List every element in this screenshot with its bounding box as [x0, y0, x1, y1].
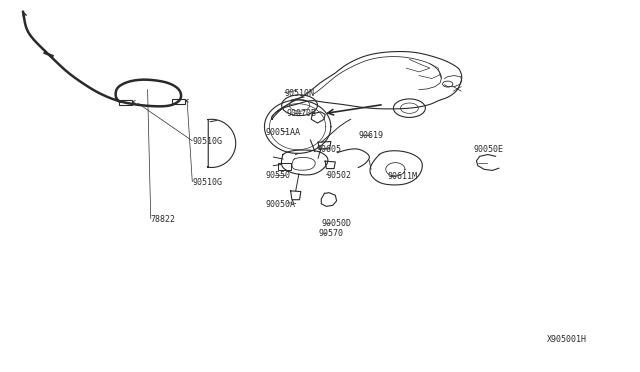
Text: 90550: 90550: [266, 171, 291, 180]
Text: 90502: 90502: [326, 171, 351, 180]
Text: 90510G: 90510G: [192, 178, 222, 187]
Text: 90070B: 90070B: [287, 109, 317, 118]
Text: X905001H: X905001H: [547, 335, 587, 344]
FancyBboxPatch shape: [119, 100, 132, 105]
Text: 90050E: 90050E: [473, 145, 503, 154]
Text: 90570: 90570: [318, 229, 343, 238]
Text: 90050A: 90050A: [266, 200, 296, 209]
Text: 90051AA: 90051AA: [266, 128, 301, 137]
Text: 90510G: 90510G: [192, 137, 222, 146]
Text: 90605: 90605: [317, 145, 342, 154]
Text: 90611M: 90611M: [387, 172, 417, 181]
FancyBboxPatch shape: [278, 163, 291, 170]
Text: 90510N: 90510N: [285, 89, 315, 98]
Text: 90619: 90619: [358, 131, 383, 141]
Text: 90050D: 90050D: [321, 219, 351, 228]
Text: 78822: 78822: [151, 215, 176, 224]
FancyBboxPatch shape: [172, 99, 184, 104]
